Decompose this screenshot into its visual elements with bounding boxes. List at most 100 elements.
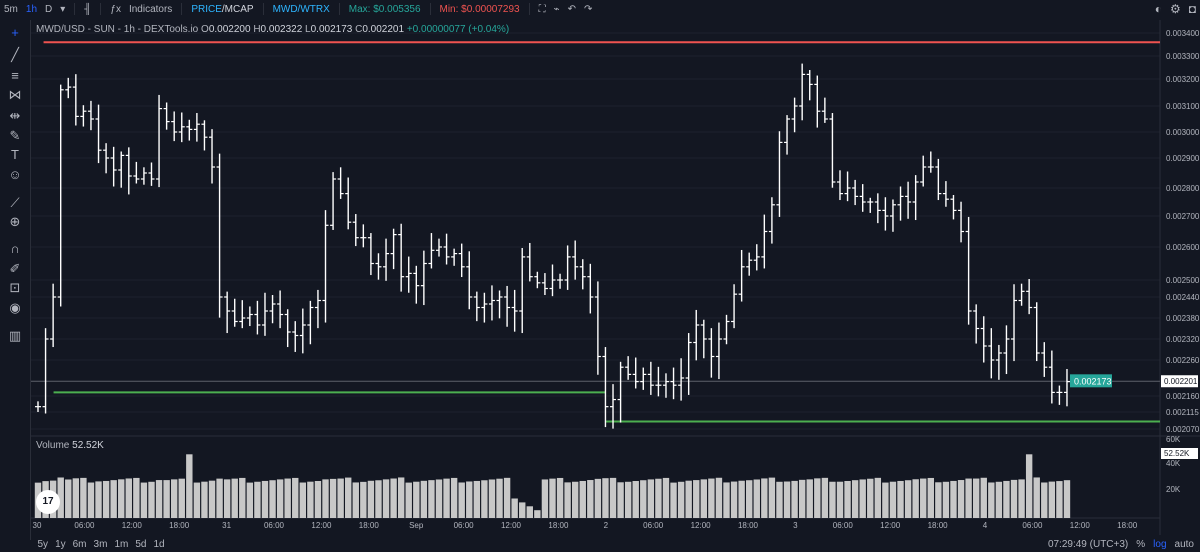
volume-bar: [571, 481, 579, 518]
time-tick-label: 06:00: [643, 521, 664, 530]
range-1y[interactable]: 1y: [55, 538, 66, 550]
camera-icon[interactable]: ◘: [1188, 2, 1196, 16]
tradingview-logo[interactable]: 17: [36, 490, 60, 514]
divider: [74, 3, 76, 15]
emoji-icon[interactable]: ☺: [8, 167, 22, 182]
volume-bar: [178, 478, 185, 518]
text-icon[interactable]: T: [11, 147, 19, 162]
mcap-option[interactable]: MCAP: [224, 3, 254, 15]
volume-bar: [624, 481, 632, 518]
lock-drawings-icon[interactable]: ✐: [9, 261, 21, 276]
time-tick-label: 12:00: [122, 521, 143, 530]
range-1d[interactable]: 1d: [153, 538, 165, 550]
interval-d[interactable]: D: [45, 3, 53, 15]
time-axis: 30 06:00 12:00 18:00 31 06:00 12:00 18:00 Sep 06:…: [33, 521, 1138, 530]
ruler-icon[interactable]: ⟋: [10, 195, 20, 210]
last-price-tag-label: 0.002173: [1074, 376, 1112, 386]
lock-icon[interactable]: ⊡: [9, 280, 21, 295]
volume-bar: [693, 480, 700, 518]
volume-bar: [670, 482, 677, 518]
undo-icon[interactable]: ↶: [567, 3, 576, 15]
fullscreen-icon[interactable]: ⛶: [538, 3, 546, 15]
magnet-icon[interactable]: ∩: [10, 241, 20, 256]
volume-bar: [602, 478, 609, 518]
bottom-right-tools: 07:29:49 (UTC+3) % log auto: [1048, 536, 1194, 552]
volume-bar: [814, 478, 821, 518]
volume-bar: [526, 506, 533, 518]
pattern-icon[interactable]: ⋈: [8, 87, 22, 102]
symbol-title[interactable]: MWD/USD - SUN - 1h - DEXTools.io: [36, 24, 199, 35]
volume-bar: [299, 482, 307, 518]
range-1m[interactable]: 1m: [114, 538, 129, 550]
volume-bar: [776, 481, 783, 518]
volume-bar: [730, 481, 738, 518]
high-label: H: [253, 24, 261, 35]
volume-bar: [965, 478, 972, 518]
zoom-icon[interactable]: ⊕: [9, 214, 21, 229]
clock[interactable]: 07:29:49 (UTC+3): [1047, 538, 1129, 550]
volume-bar: [87, 482, 95, 518]
volume-bar: [753, 479, 760, 518]
volume-bar: [829, 481, 836, 518]
chart-icon[interactable]: ⌁: [553, 3, 560, 15]
time-tick-label: 2: [604, 521, 609, 530]
bar-style-icon[interactable]: ╢: [84, 3, 92, 15]
volume-bar: [118, 479, 125, 518]
price-mcap-toggle[interactable]: PRICE/MCAP: [191, 3, 254, 15]
price-option[interactable]: PRICE: [191, 3, 222, 15]
time-tick-label: 18:00: [548, 521, 569, 530]
volume-bar: [110, 480, 117, 518]
volume-bar: [65, 479, 72, 518]
theme-icon[interactable]: ◐: [1154, 2, 1162, 16]
volume-bar: [208, 480, 216, 518]
price-tick-label: 0.002700: [1166, 212, 1200, 221]
time-tick-label: 30: [33, 521, 42, 530]
crosshair-icon[interactable]: +: [11, 25, 19, 40]
volume-bar: [367, 480, 375, 518]
volume-bar: [80, 477, 87, 518]
indicators-icon[interactable]: ƒx: [110, 3, 121, 15]
volume-bar: [700, 479, 708, 518]
redo-icon[interactable]: ↷: [584, 3, 593, 15]
interval-dropdown-icon[interactable]: ▾: [60, 3, 66, 15]
log-toggle[interactable]: log: [1153, 538, 1167, 550]
max-label[interactable]: Max: $0.005356: [348, 3, 421, 15]
interval-1h[interactable]: 1h: [25, 3, 38, 15]
brush-icon[interactable]: ✎: [9, 128, 21, 143]
eye-icon[interactable]: ◉: [9, 300, 21, 315]
trendline-icon[interactable]: ╱: [11, 47, 19, 62]
volume-bar: [950, 480, 957, 518]
volume-bar: [534, 510, 541, 518]
trash-icon[interactable]: ▥: [8, 328, 22, 343]
volume-bar: [261, 480, 269, 518]
range-3m[interactable]: 3m: [93, 538, 108, 550]
price-tick-label: 0.002320: [1166, 335, 1200, 344]
price-tick-label: 0.003000: [1166, 128, 1200, 137]
settings-icon[interactable]: ⚙: [1169, 2, 1181, 16]
volume-bar: [382, 479, 390, 518]
volume-bar: [647, 479, 655, 518]
auto-toggle[interactable]: auto: [1174, 538, 1194, 550]
divider: [528, 3, 530, 15]
volume-bar: [352, 482, 359, 518]
min-label[interactable]: Min: $0.00007293: [439, 3, 520, 15]
prediction-icon[interactable]: ⇹: [9, 108, 21, 123]
interval-5m[interactable]: 5m: [4, 3, 18, 15]
close-value: 0.002201: [362, 24, 405, 35]
range-5d[interactable]: 5d: [135, 538, 147, 550]
pair-toggle[interactable]: MWD/WTRX: [272, 3, 330, 15]
volume-bar: [935, 482, 942, 518]
indicators-button[interactable]: Indicators: [128, 3, 173, 15]
percent-toggle[interactable]: %: [1136, 538, 1146, 550]
range-6m[interactable]: 6m: [72, 538, 87, 550]
volume-bar: [685, 480, 692, 518]
fib-icon[interactable]: ≡: [11, 68, 19, 83]
volume-bar: [791, 480, 798, 518]
range-5y[interactable]: 5y: [37, 538, 49, 550]
time-tick-label: 06:00: [454, 521, 475, 530]
volume-bar: [851, 480, 859, 518]
volume-bar: [920, 478, 927, 518]
volume-bar: [715, 477, 723, 518]
volume-bar: [1041, 482, 1048, 518]
